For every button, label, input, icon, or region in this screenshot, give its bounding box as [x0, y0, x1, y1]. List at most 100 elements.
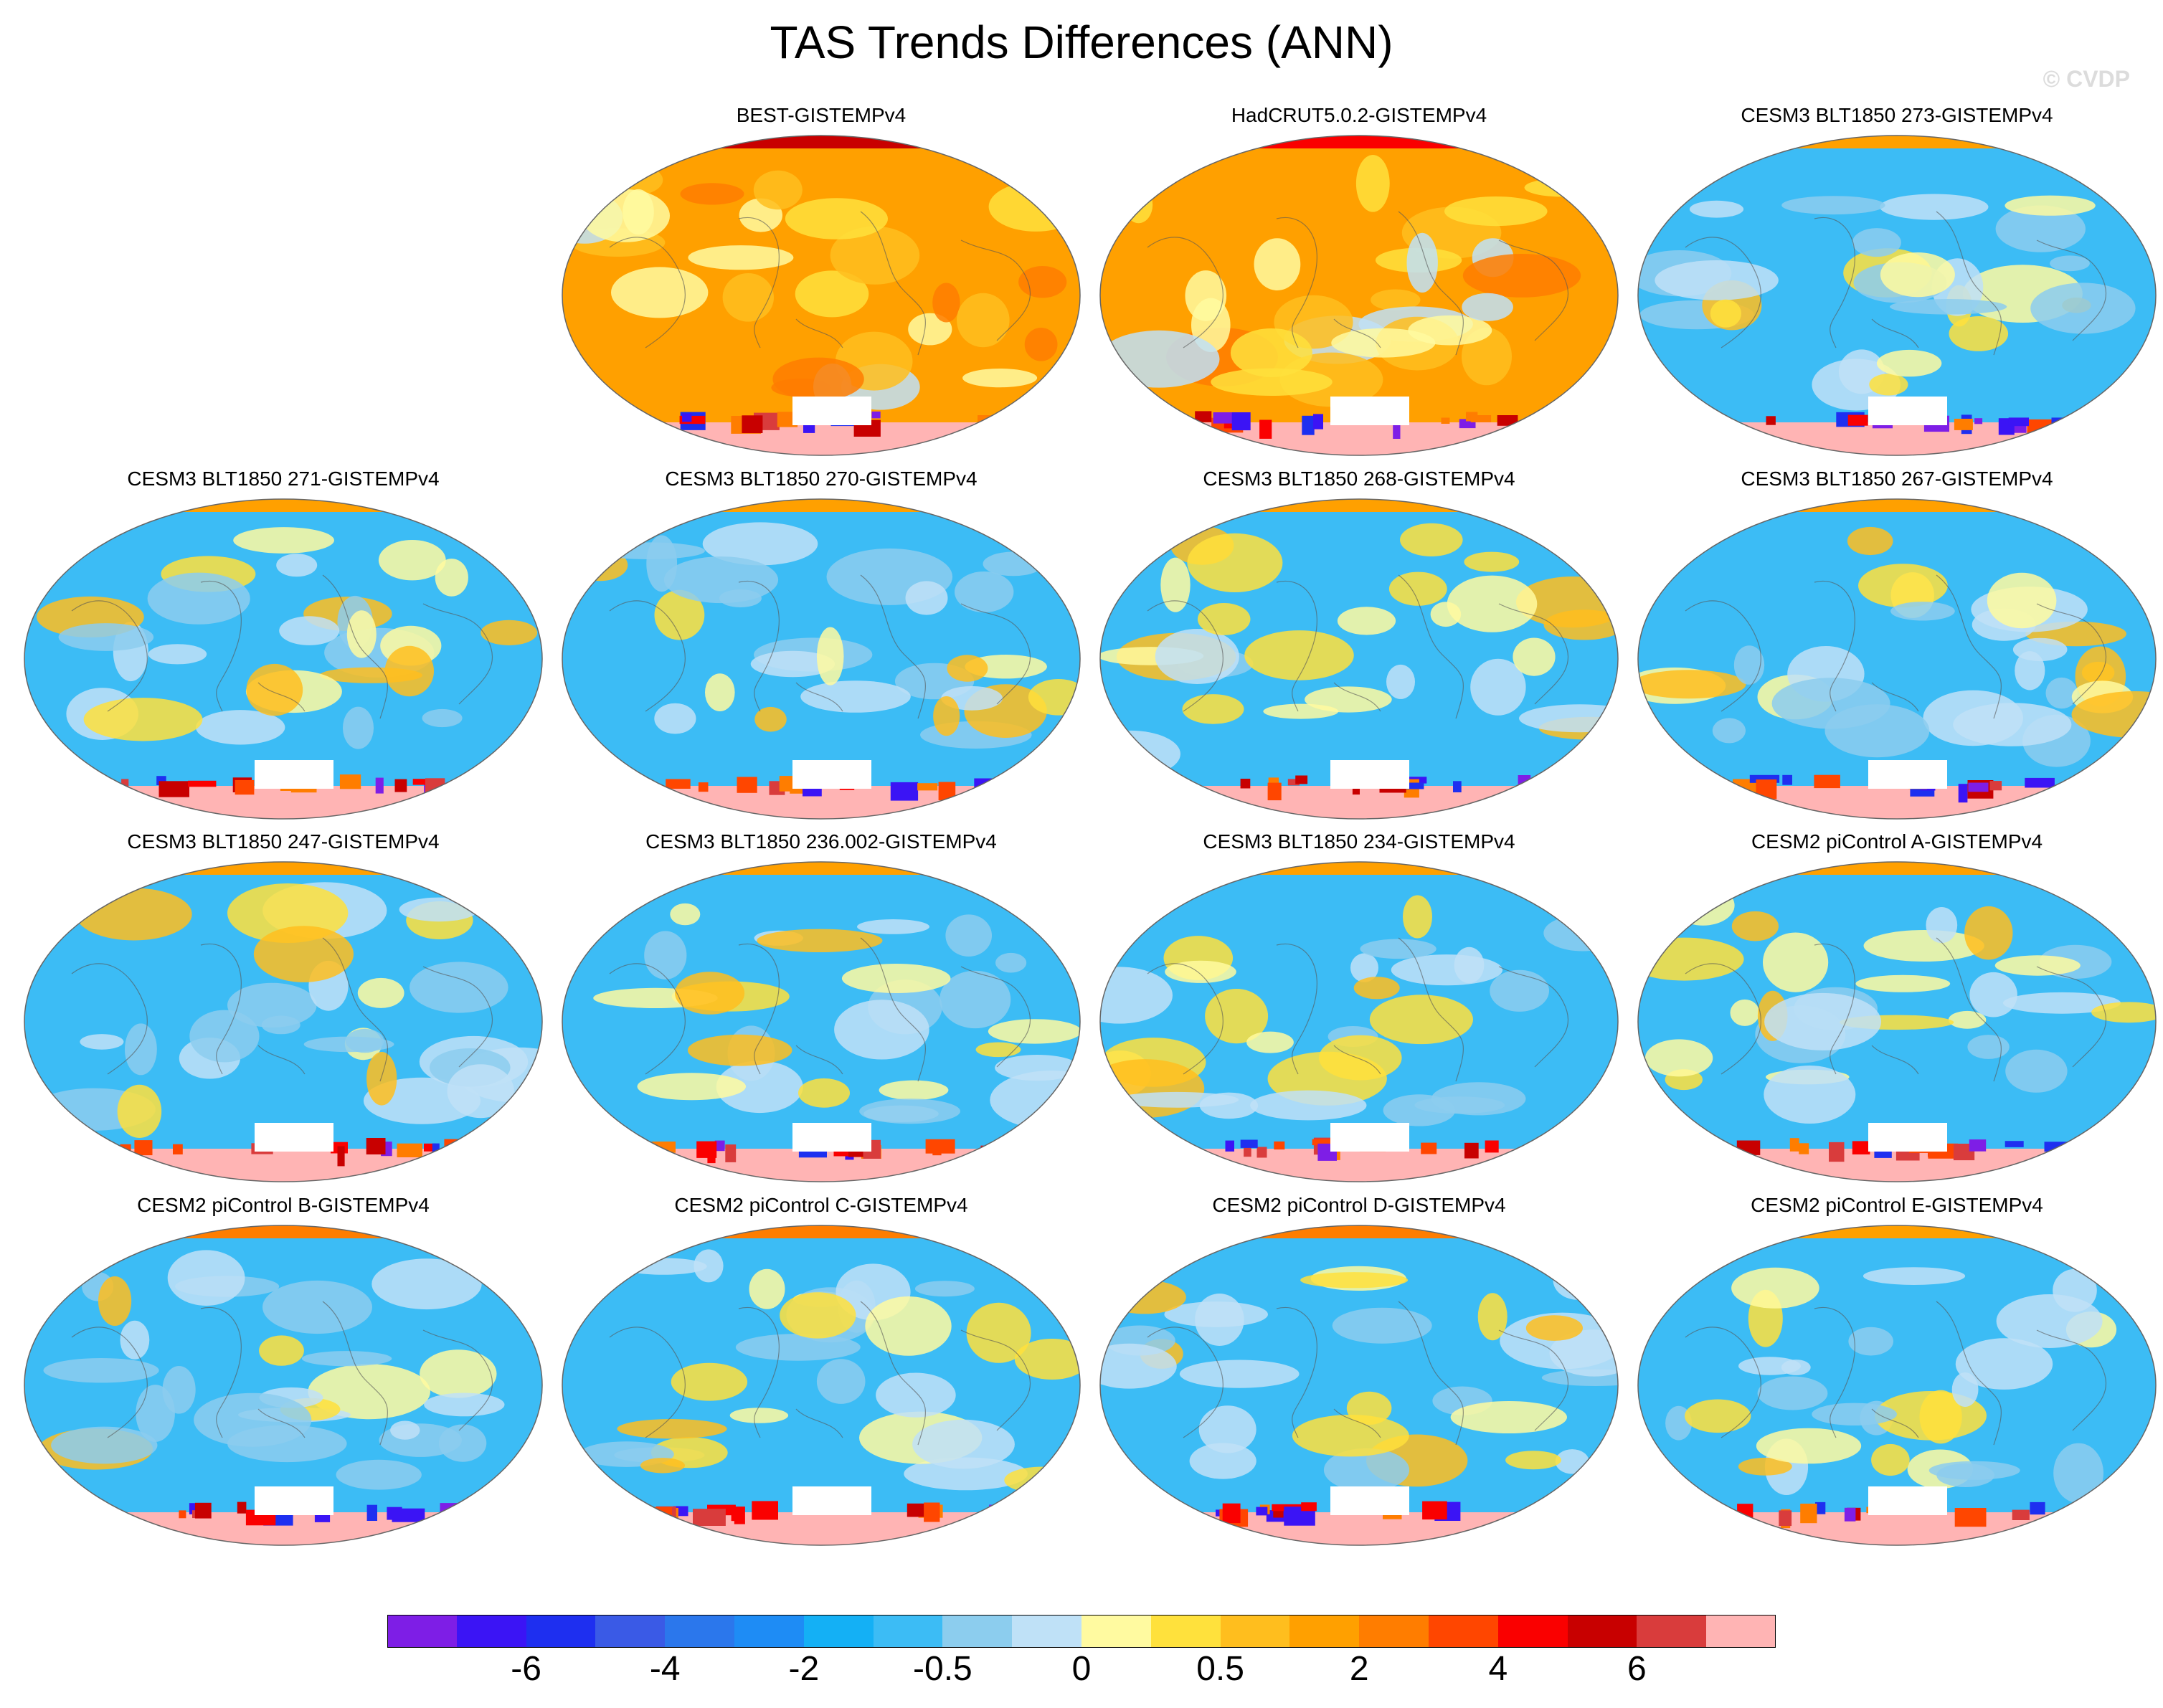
polar-cell — [1989, 781, 2002, 791]
colorbar-swatch — [1012, 1615, 1082, 1648]
anomaly-patch — [663, 556, 779, 604]
coastline — [1814, 580, 1855, 712]
polar-cell — [366, 1138, 386, 1154]
polar-cell — [1958, 784, 1968, 803]
anomaly-patch — [1230, 328, 1312, 377]
anomaly-patch — [1781, 196, 1885, 215]
polar-cell — [452, 1507, 460, 1514]
anomaly-patch — [780, 1292, 856, 1339]
map-svg — [24, 498, 543, 820]
coastline — [1498, 603, 1569, 705]
polar-cell — [1240, 779, 1251, 789]
anomaly-patch — [1730, 999, 1760, 1026]
anomaly-patch — [2030, 283, 2136, 334]
anomaly-patch — [1890, 602, 1955, 621]
colorbar-tick-label: -2 — [788, 1650, 820, 1688]
anomaly-patch — [1685, 1399, 1751, 1433]
map-field — [1638, 136, 2156, 455]
coastline — [960, 603, 1031, 705]
anomaly-patch — [1355, 155, 1390, 212]
coastline — [257, 682, 306, 712]
colorbar-swatch — [456, 1615, 527, 1648]
polar-cell — [1195, 411, 1212, 422]
anomaly-patch — [1197, 603, 1251, 635]
polar-cell — [917, 783, 938, 791]
antarctic-band — [1638, 422, 2156, 455]
polar-cell — [890, 782, 919, 801]
anomaly-patch — [1383, 1094, 1456, 1126]
anomaly-patch — [816, 1359, 866, 1404]
anomaly-patch — [722, 273, 774, 322]
anomaly-patch — [420, 1349, 497, 1398]
coastline — [609, 963, 686, 1075]
anomaly-patch — [262, 1280, 372, 1334]
missing-data-region — [792, 760, 871, 789]
anomaly-patch — [857, 919, 929, 934]
anomaly-patch — [1712, 718, 1746, 744]
polar-cell — [725, 1144, 737, 1162]
antarctic-band — [1100, 422, 1618, 455]
polar-cell — [737, 777, 757, 793]
anomaly-patch — [988, 181, 1080, 232]
panel-title: CESM2 piControl E-GISTEMPv4 — [1751, 1194, 2043, 1216]
anomaly-patch — [580, 189, 670, 242]
anomaly-patch — [167, 1250, 245, 1306]
anomaly-patch — [1444, 196, 1548, 227]
anomaly-patch — [261, 1015, 300, 1035]
anomaly-patch — [1855, 974, 1951, 992]
coastline — [1498, 966, 1569, 1068]
map-field — [1100, 499, 1618, 819]
panel-title: CESM3 BLT1850 270-GISTEMPv4 — [665, 468, 978, 490]
anomaly-patch — [1644, 1039, 1713, 1077]
map-panel: CESM3 BLT1850 270-GISTEMPv4 — [552, 468, 1090, 826]
colorbar-tick-label: 0.5 — [1196, 1650, 1244, 1688]
polar-cell — [1485, 1140, 1499, 1153]
anomaly-patch — [1018, 266, 1067, 298]
anomaly-patch — [1462, 293, 1513, 321]
polar-cell — [714, 1140, 725, 1152]
anomaly-patch — [2045, 677, 2078, 709]
colorbar-swatch — [665, 1615, 735, 1648]
polar-cell — [989, 1504, 1013, 1518]
polar-cell — [1453, 781, 1462, 792]
anomaly-patch — [120, 1320, 150, 1360]
map-svg — [562, 861, 1081, 1182]
anomaly-patch — [1731, 1267, 1819, 1309]
anomaly-patch — [435, 559, 468, 597]
polar-cell — [974, 778, 997, 791]
panel-title: CESM3 BLT1850 236.002-GISTEMPv4 — [645, 830, 997, 853]
coastline — [795, 1408, 843, 1438]
map-field — [1100, 136, 1618, 455]
anomaly-patch — [1710, 299, 1741, 328]
panel-title: CESM3 BLT1850 271-GISTEMPv4 — [127, 468, 440, 490]
anomaly-patch — [1955, 1338, 2053, 1390]
polar-cell — [2062, 1510, 2088, 1518]
anomaly-patch — [995, 952, 1027, 973]
anomaly-patch — [1764, 992, 1882, 1050]
polar-cell — [237, 1501, 247, 1514]
polar-cell — [1800, 1504, 1817, 1524]
coastline — [738, 943, 780, 1075]
anomaly-patch — [1513, 637, 1556, 676]
map-field — [1638, 1225, 2156, 1545]
map-outline — [562, 135, 1081, 456]
missing-data-region — [1330, 760, 1409, 789]
map-outline — [1637, 861, 2157, 1182]
coastline — [1871, 318, 1919, 348]
anomaly-patch — [795, 270, 869, 318]
antarctic-band — [562, 422, 1080, 455]
anomaly-patch — [1165, 960, 1236, 983]
anomaly-patch — [1400, 523, 1463, 556]
map-panel: CESM2 piControl D-GISTEMPv4 — [1090, 1194, 1628, 1552]
anomaly-patch — [688, 245, 794, 270]
figure-title: TAS Trends Differences (ANN) — [770, 16, 1393, 68]
anomaly-patch — [1525, 1315, 1583, 1341]
anomaly-patch — [1852, 228, 1901, 257]
anomaly-patch — [98, 1276, 132, 1326]
anomaly-patch — [841, 964, 951, 993]
polar-cell — [1301, 1502, 1317, 1512]
polar-cell — [1259, 419, 1272, 439]
map-svg — [1099, 498, 1619, 820]
antarctic-band — [1638, 1512, 2156, 1545]
anomaly-patch — [800, 680, 911, 713]
